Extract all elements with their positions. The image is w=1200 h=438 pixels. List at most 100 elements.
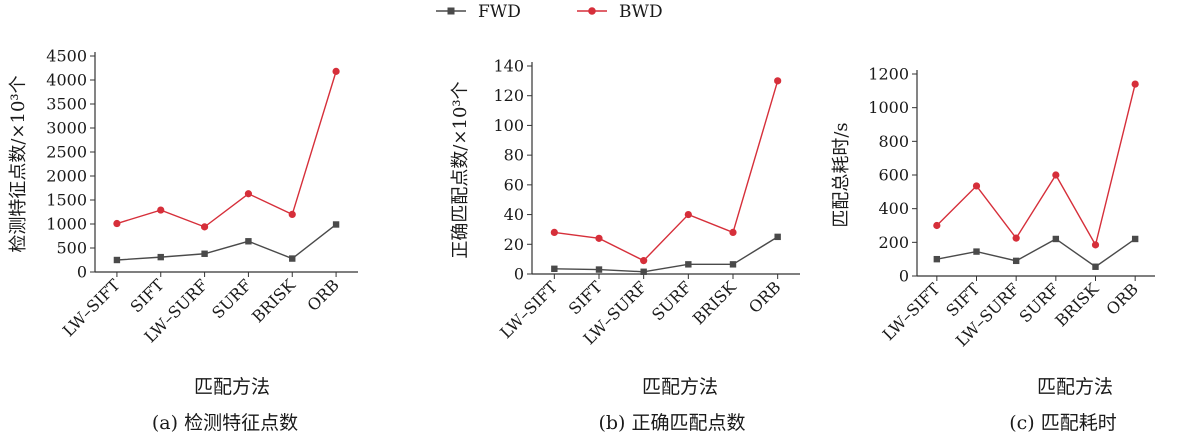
- series-fwd: [551, 233, 781, 275]
- panel-caption: (b) 正确匹配点数: [598, 412, 745, 434]
- data-point-bwd: [113, 219, 121, 228]
- y-tick-label: 3500: [46, 95, 87, 114]
- data-point-fwd: [685, 261, 692, 268]
- data-point-fwd: [729, 261, 737, 268]
- series-bwd: [933, 80, 1139, 249]
- y-tick-label: 0: [514, 265, 524, 284]
- data-point-fwd: [1131, 235, 1139, 243]
- y-tick-label: 1200: [868, 65, 909, 84]
- legend-label: BWD: [619, 2, 663, 22]
- y-tick-label: 40: [504, 205, 524, 224]
- data-point-fwd: [289, 255, 296, 262]
- y-tick-label: 80: [504, 146, 524, 165]
- data-point-fwd: [774, 233, 781, 241]
- panel-caption: (a) 检测特征点数: [152, 412, 298, 434]
- x-tick-label: SIFT: [127, 275, 168, 316]
- y-tick-label: 20: [504, 235, 524, 254]
- data-point-fwd: [973, 248, 980, 255]
- data-point-bwd: [972, 182, 981, 190]
- series-line-bwd: [554, 80, 779, 262]
- chart-panel-1: 0 500 1000 1500 2000 2500 3000 3500 4000 4500 LW–S…: [8, 47, 358, 434]
- data-point-fwd: [201, 250, 208, 257]
- legend-item-fwd: FWD: [436, 2, 521, 22]
- y-tick-label: 500: [56, 239, 87, 258]
- data-point-bwd: [1131, 80, 1139, 88]
- series-line-bwd: [936, 83, 1136, 247]
- data-point-fwd: [332, 221, 340, 228]
- data-point-fwd: [1052, 235, 1060, 243]
- x-tick-label: ORB: [1102, 279, 1142, 319]
- y-tick-label: 2000: [46, 167, 87, 186]
- y-tick-label: 120: [493, 86, 524, 105]
- y-tick-label: 2500: [46, 143, 87, 162]
- y-tick-label: 4500: [46, 47, 87, 66]
- data-point-bwd: [1091, 241, 1100, 249]
- x-axis-title: 匹配方法: [642, 376, 718, 398]
- y-tick-label: 200: [878, 233, 909, 252]
- x-tick-label: ORB: [745, 277, 785, 317]
- x-tick-label: BRISK: [689, 277, 741, 329]
- x-tick-label: LW–SIFT: [879, 279, 944, 344]
- legend-square-marker: [447, 7, 455, 15]
- legend-label: FWD: [478, 2, 521, 22]
- data-point-bwd: [729, 228, 737, 236]
- data-point-bwd: [550, 228, 558, 236]
- y-tick-label: 800: [878, 132, 909, 151]
- y-tick-label: 100: [493, 116, 524, 135]
- data-point-bwd: [1012, 234, 1020, 242]
- data-point-bwd: [684, 210, 692, 219]
- y-tick-label: 0: [899, 267, 909, 286]
- series-line-fwd: [936, 238, 1136, 268]
- series-line-bwd: [116, 71, 337, 228]
- data-point-fwd: [245, 238, 252, 245]
- x-tick-label: LW–SIFT: [59, 275, 124, 340]
- x-axis-title: 匹配方法: [194, 376, 270, 398]
- series-line-fwd: [554, 236, 779, 273]
- data-point-bwd: [244, 190, 253, 198]
- x-tick-label: BRISK: [1051, 279, 1103, 331]
- legend-item-bwd: BWD: [577, 2, 663, 22]
- data-point-bwd: [1052, 171, 1060, 179]
- data-point-fwd: [595, 266, 603, 273]
- x-tick-label: LW–SIFT: [496, 277, 561, 342]
- data-point-bwd: [774, 77, 782, 85]
- data-point-fwd: [1012, 257, 1020, 265]
- y-tick-label: 1500: [46, 191, 87, 210]
- series-fwd: [933, 235, 1139, 270]
- x-tick-label: SIFT: [565, 277, 606, 318]
- data-point-bwd: [157, 206, 165, 214]
- data-point-bwd: [332, 67, 340, 75]
- y-tick-label: 60: [504, 175, 524, 194]
- y-tick-label: 1000: [868, 98, 909, 117]
- x-tick-label: BRISK: [248, 275, 300, 327]
- x-tick-label: ORB: [303, 275, 343, 315]
- y-tick-label: 600: [878, 166, 909, 185]
- data-point-bwd: [640, 257, 648, 265]
- y-tick-label: 4000: [46, 71, 87, 90]
- data-point-fwd: [113, 256, 121, 264]
- panel-caption: (c) 匹配耗时: [1009, 412, 1117, 434]
- y-tick-label: 0: [77, 263, 87, 282]
- y-tick-label: 3000: [46, 119, 87, 138]
- x-tick-label: SURF: [208, 275, 255, 322]
- data-point-fwd: [1092, 263, 1099, 270]
- series-bwd: [113, 67, 340, 231]
- series-bwd: [550, 77, 782, 265]
- y-tick-label: 140: [493, 57, 524, 76]
- y-tick-label: 1000: [46, 215, 87, 234]
- x-axis-title: 匹配方法: [1037, 376, 1113, 398]
- data-point-bwd: [595, 234, 603, 242]
- y-axis-title: 正确匹配点数/×10³个: [450, 81, 471, 258]
- data-point-bwd: [200, 223, 209, 231]
- data-point-fwd: [157, 253, 164, 261]
- data-point-bwd: [288, 210, 296, 218]
- y-axis-title: 匹配总耗时/s: [831, 122, 852, 227]
- y-axis-title: 检测特征点数/×10³个: [8, 75, 29, 252]
- chart-panels: 050010001500200025003000350040004500LW–S…: [8, 47, 1155, 434]
- series-line-fwd: [116, 223, 337, 261]
- legend: FWD BWD: [436, 2, 663, 22]
- series-fwd: [113, 221, 340, 264]
- data-point-bwd: [933, 221, 941, 230]
